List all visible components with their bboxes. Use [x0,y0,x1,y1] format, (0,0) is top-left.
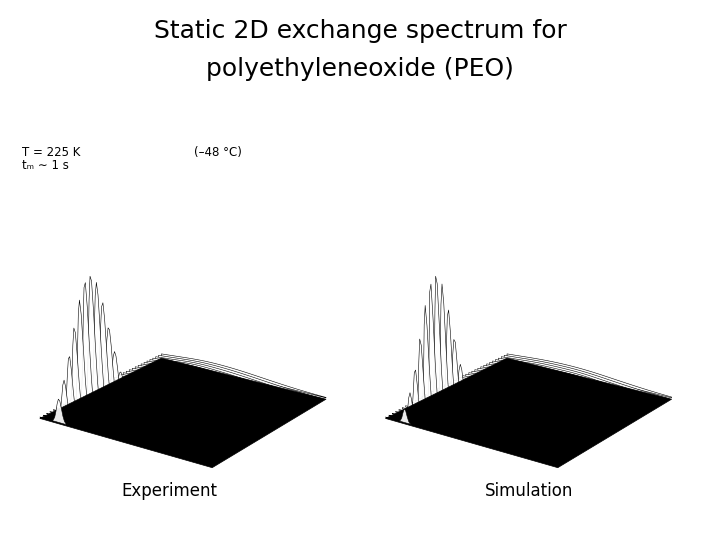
Text: Experiment: Experiment [121,482,217,501]
Text: (–48 °C): (–48 °C) [194,146,242,159]
Text: T = 225 K: T = 225 K [22,146,80,159]
Text: Static 2D exchange spectrum for: Static 2D exchange spectrum for [153,19,567,43]
Text: tₘ ∼ 1 s: tₘ ∼ 1 s [22,159,68,172]
Text: Simulation: Simulation [485,482,573,501]
Text: polyethyleneoxide (PEO): polyethyleneoxide (PEO) [206,57,514,80]
